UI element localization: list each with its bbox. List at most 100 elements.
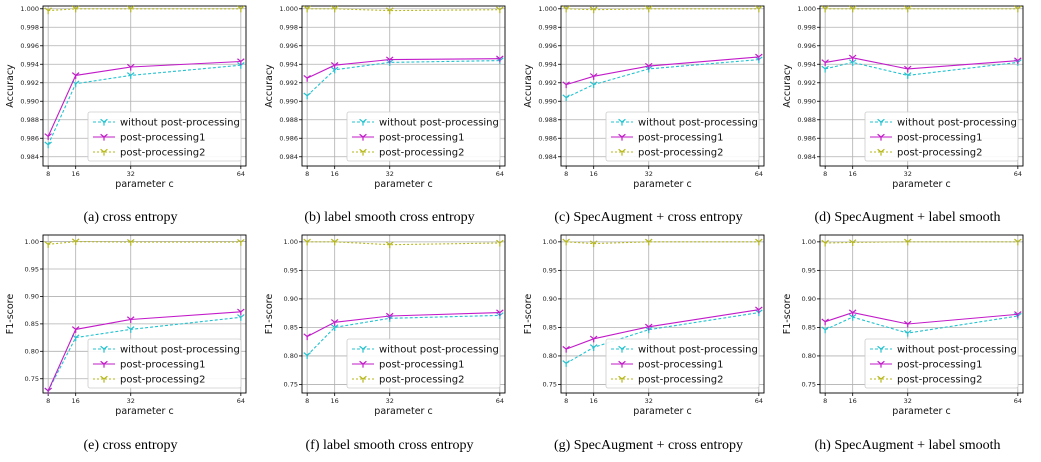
- legend-marker: [359, 360, 367, 368]
- legend-label: post-processing2: [897, 148, 982, 159]
- subplot-a: 0.984 0.986 0.988 0.990 0.992 0.994 0.996 0.998…: [5, 5, 247, 225]
- legend: without post-processing post-processing1 p…: [346, 111, 501, 162]
- data-point: [644, 5, 653, 13]
- legend: without post-processing post-processing1 p…: [605, 111, 760, 162]
- y-tick-label: 0.988: [797, 116, 816, 124]
- data-point: [126, 316, 135, 324]
- data-point: [562, 5, 570, 13]
- data-point: [644, 323, 653, 331]
- data-point: [755, 5, 763, 13]
- data-point: [903, 5, 912, 13]
- y-tick-label: 0.90: [284, 295, 298, 303]
- x-tick-label: 64: [496, 397, 504, 405]
- y-tick-label: 0.988: [538, 116, 557, 124]
- legend: without post-processing post-processing1 p…: [87, 111, 242, 162]
- y-tick-label: 0.986: [279, 135, 298, 143]
- series-line-1: [306, 58, 500, 79]
- data-point: [496, 6, 504, 14]
- legend-marker: [877, 345, 885, 353]
- series-line-0: [306, 314, 500, 356]
- x-tick-label: 8: [46, 170, 50, 178]
- x-tick-label: 16: [331, 397, 339, 405]
- x-tick-label: 32: [645, 397, 653, 405]
- data-point: [821, 65, 829, 73]
- legend-label: post-processing2: [379, 375, 464, 386]
- y-tick-label: 0.990: [797, 98, 816, 106]
- legend-label: post-processing1: [638, 360, 723, 371]
- y-tick-label: 0.984: [797, 153, 816, 161]
- x-axis-label: parameter c: [892, 179, 950, 190]
- x-tick-label: 16: [849, 170, 857, 178]
- data-point: [44, 7, 52, 15]
- data-point: [385, 241, 394, 249]
- data-point: [385, 312, 394, 320]
- data-point: [903, 65, 912, 73]
- data-point: [755, 306, 763, 314]
- data-point: [44, 387, 52, 395]
- legend-marker: [359, 375, 367, 383]
- legend-label: post-processing2: [120, 375, 205, 386]
- x-tick-label: 64: [755, 397, 763, 405]
- legend-label: post-processing2: [120, 148, 205, 159]
- data-point: [237, 58, 245, 66]
- data-point: [71, 5, 80, 13]
- y-tick-label: 0.994: [279, 61, 298, 69]
- subplot-caption: (a) cross entropy: [83, 210, 177, 225]
- y-tick-label: 1.000: [797, 5, 816, 13]
- subplot-caption: (g) SpecAugment + cross entropy: [554, 438, 743, 453]
- data-point: [44, 241, 52, 248]
- y-tick-label: 0.998: [279, 24, 298, 32]
- y-tick-label: 0.75: [25, 375, 39, 383]
- y-tick-label: 0.984: [538, 153, 557, 161]
- y-tick-label: 1.000: [279, 5, 298, 13]
- series-line-1: [566, 309, 759, 350]
- series-line-0: [47, 316, 241, 392]
- legend-label: without post-processing: [638, 345, 758, 356]
- y-tick-label: 0.996: [538, 42, 557, 50]
- x-tick-label: 32: [904, 397, 912, 405]
- legend: without post-processing post-processing1 p…: [864, 338, 1019, 389]
- data-point: [589, 81, 598, 89]
- data-point: [385, 7, 394, 15]
- y-tick-label: 0.992: [538, 79, 557, 87]
- data-point: [303, 74, 311, 82]
- data-point: [71, 238, 80, 246]
- legend-label: post-processing1: [897, 133, 982, 144]
- y-tick-label: 0.994: [797, 61, 816, 69]
- series-line-1: [825, 312, 1018, 325]
- x-tick-label: 8: [305, 170, 309, 178]
- x-axis-label: parameter c: [374, 179, 432, 190]
- x-tick-label: 32: [386, 170, 394, 178]
- legend-label: without post-processing: [897, 345, 1017, 356]
- series-line-0: [565, 59, 759, 99]
- data-point: [589, 240, 598, 248]
- legend-label: post-processing1: [638, 133, 723, 144]
- data-point: [385, 56, 394, 64]
- y-tick-label: 0.984: [20, 153, 39, 161]
- x-tick-label: 8: [564, 397, 568, 405]
- y-tick-label: 0.85: [802, 324, 816, 332]
- data-point: [821, 318, 829, 326]
- legend-label: post-processing1: [379, 133, 464, 144]
- data-point: [496, 55, 504, 63]
- legend-label: without post-processing: [379, 118, 499, 129]
- legend: without post-processing post-processing1 p…: [87, 338, 242, 389]
- y-tick-label: 0.85: [25, 320, 39, 328]
- data-point: [562, 345, 570, 353]
- data-point: [755, 238, 763, 246]
- series-line-2: [825, 241, 1018, 244]
- legend-box: [605, 338, 760, 389]
- data-point: [848, 239, 857, 246]
- y-tick-label: 0.75: [802, 381, 816, 389]
- subplot-e: 0.75 0.80 0.85 0.90 0.95 1.00 8 16 32 64 parameter…: [5, 234, 247, 453]
- plot-frame: [560, 234, 765, 394]
- legend-marker: [618, 345, 626, 353]
- legend-marker: [359, 118, 367, 126]
- data-point: [821, 326, 829, 334]
- data-point: [903, 329, 912, 337]
- y-tick-label: 0.996: [20, 42, 39, 50]
- x-tick-label: 16: [72, 170, 80, 178]
- data-point: [848, 309, 857, 317]
- x-tick-label: 64: [496, 170, 504, 178]
